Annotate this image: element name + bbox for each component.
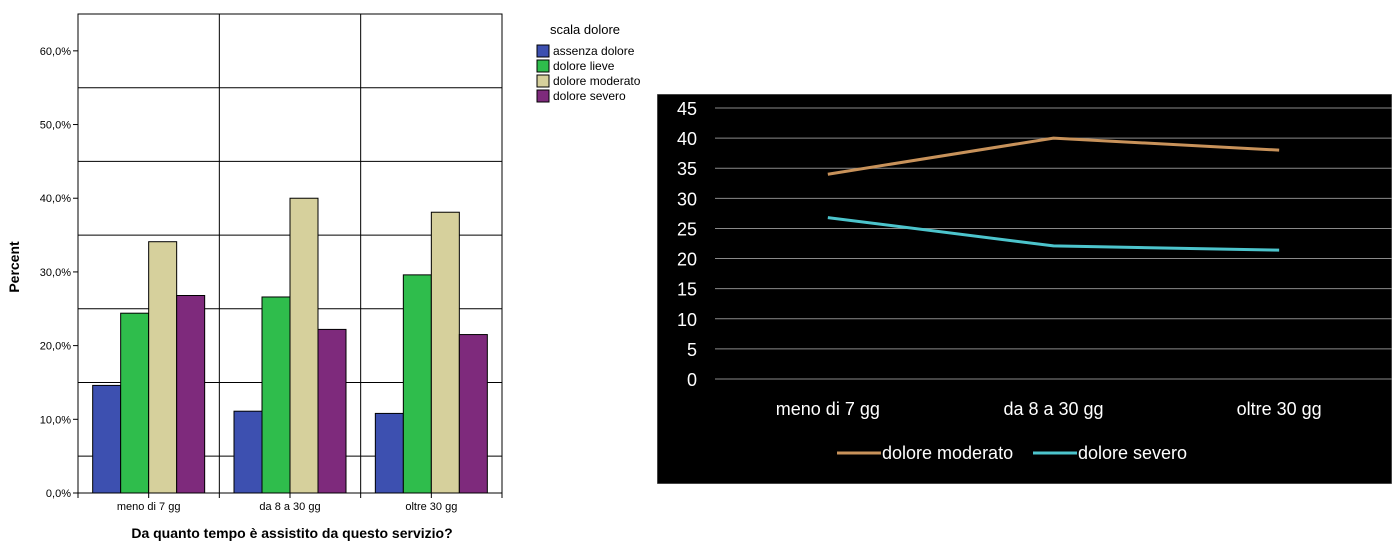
- line-chart-y-tick-label: 10: [677, 310, 697, 330]
- line-chart-legend-label: dolore moderato: [882, 443, 1013, 463]
- line-chart-y-ticks: 0 5 10 15 20 25 30 35 40 45: [677, 99, 697, 390]
- line-chart-y-tick-label: 20: [677, 250, 697, 270]
- line-series: [827, 136, 1280, 176]
- line-chart-y-tick-label: 45: [677, 99, 697, 119]
- bar: [148, 241, 178, 494]
- line-chart-legend: dolore moderato dolore severo: [837, 443, 1187, 463]
- line-chart-legend-label: dolore severo: [1078, 443, 1187, 463]
- bar-chart-y-axis-label: Percent: [6, 241, 22, 293]
- line-chart-x-tick-label: da 8 a 30 gg: [1003, 399, 1103, 419]
- line-chart-y-tick-label: 30: [677, 189, 697, 209]
- bar-chart-x-tick-label: oltre 30 gg: [405, 501, 457, 513]
- bar-chart-y-tick-label: 30,0%: [40, 267, 71, 279]
- line-chart-x-ticks: meno di 7 gg da 8 a 30 gg oltre 30 gg: [776, 399, 1322, 419]
- bar-chart-legend-swatch: [536, 59, 550, 73]
- bar: [233, 410, 263, 494]
- bar-chart-y-tick-label: 0,0%: [46, 488, 71, 500]
- bar-chart-legend-label: dolore lieve: [553, 59, 615, 73]
- bar-chart-bars: [92, 197, 488, 494]
- bar-chart-y-tick-label: 40,0%: [40, 193, 71, 205]
- bar-chart-legend-label: dolore moderato: [553, 74, 641, 88]
- bar: [374, 412, 404, 494]
- bar: [120, 312, 150, 494]
- line-chart-x-tick-label: meno di 7 gg: [776, 399, 880, 419]
- bar: [430, 211, 460, 494]
- bar: [92, 384, 122, 494]
- bar-chart-x-tick-label: meno di 7 gg: [117, 501, 181, 513]
- bar-chart-legend-label: dolore severo: [553, 89, 626, 103]
- bar-chart-y-tick-label: 10,0%: [40, 414, 71, 426]
- bar-chart-legend-title: scala dolore: [550, 22, 620, 37]
- bar-chart: 0,0% 10,0% 20,0% 30,0% 40,0% 50,0% 60,0% meno …: [6, 13, 641, 541]
- line-chart: 0 5 10 15 20 25 30 35 40 45 meno di 7 gg da 8 a 30…: [657, 94, 1392, 484]
- line-series: [827, 216, 1280, 252]
- line-chart-y-tick-label: 15: [677, 280, 697, 300]
- bar: [289, 197, 319, 494]
- bar: [402, 274, 432, 494]
- line-chart-series: [827, 136, 1280, 252]
- bar: [458, 334, 488, 494]
- bar-chart-legend-swatch: [536, 89, 550, 103]
- line-chart-y-tick-label: 5: [687, 340, 697, 360]
- bar: [176, 295, 206, 494]
- bar-chart-y-tick-label: 50,0%: [40, 120, 71, 132]
- bar: [261, 296, 291, 494]
- bar-chart-x-axis-label: Da quanto tempo è assistito da questo se…: [131, 525, 452, 541]
- bar-chart-x-tick-label: da 8 a 30 gg: [259, 501, 320, 513]
- line-chart-y-tick-label: 35: [677, 159, 697, 179]
- line-chart-x-tick-label: oltre 30 gg: [1237, 399, 1322, 419]
- bar-chart-y-tick-label: 60,0%: [40, 46, 71, 58]
- bar-chart-x-ticks: meno di 7 gg da 8 a 30 gg oltre 30 gg: [77, 493, 503, 513]
- bar-chart-legend-label: assenza dolore: [553, 44, 635, 58]
- bar-chart-legend-swatch: [536, 44, 550, 58]
- line-chart-y-tick-label: 25: [677, 219, 697, 239]
- bar-chart-y-ticks: 0,0% 10,0% 20,0% 30,0% 40,0% 50,0% 60,0%: [40, 46, 78, 500]
- line-chart-y-tick-label: 40: [677, 129, 697, 149]
- bar-chart-y-tick-label: 20,0%: [40, 341, 71, 353]
- line-chart-y-tick-label: 0: [687, 370, 697, 390]
- bar: [317, 328, 347, 494]
- bar-chart-legend-swatch: [536, 74, 550, 88]
